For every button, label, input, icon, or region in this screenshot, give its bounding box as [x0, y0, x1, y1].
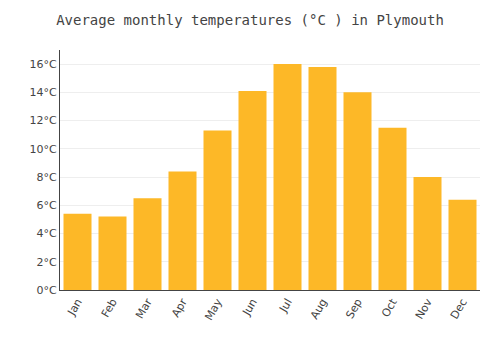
- svg-text:Aug: Aug: [308, 296, 330, 321]
- svg-text:Apr: Apr: [169, 296, 190, 319]
- svg-text:Jul: Jul: [276, 296, 294, 315]
- svg-text:0°C: 0°C: [37, 284, 57, 297]
- svg-text:Oct: Oct: [379, 296, 400, 320]
- svg-text:Nov: Nov: [413, 296, 435, 322]
- svg-text:Dec: Dec: [448, 296, 470, 321]
- svg-text:Average monthly temperatures (: Average monthly temperatures (°C ) in Pl…: [56, 12, 444, 28]
- svg-text:4°C: 4°C: [37, 227, 57, 240]
- svg-text:Sep: Sep: [343, 296, 365, 320]
- svg-text:Jan: Jan: [65, 296, 85, 318]
- svg-text:2°C: 2°C: [37, 256, 57, 269]
- svg-text:14°C: 14°C: [30, 86, 57, 99]
- svg-text:6°C: 6°C: [37, 199, 57, 212]
- svg-text:8°C: 8°C: [37, 171, 57, 184]
- svg-text:Jun: Jun: [240, 296, 260, 318]
- svg-text:10°C: 10°C: [30, 143, 57, 156]
- svg-text:May: May: [202, 296, 225, 323]
- svg-text:Feb: Feb: [99, 296, 120, 319]
- svg-text:16°C: 16°C: [30, 58, 57, 71]
- svg-text:12°C: 12°C: [30, 114, 57, 127]
- svg-text:Mar: Mar: [133, 296, 155, 321]
